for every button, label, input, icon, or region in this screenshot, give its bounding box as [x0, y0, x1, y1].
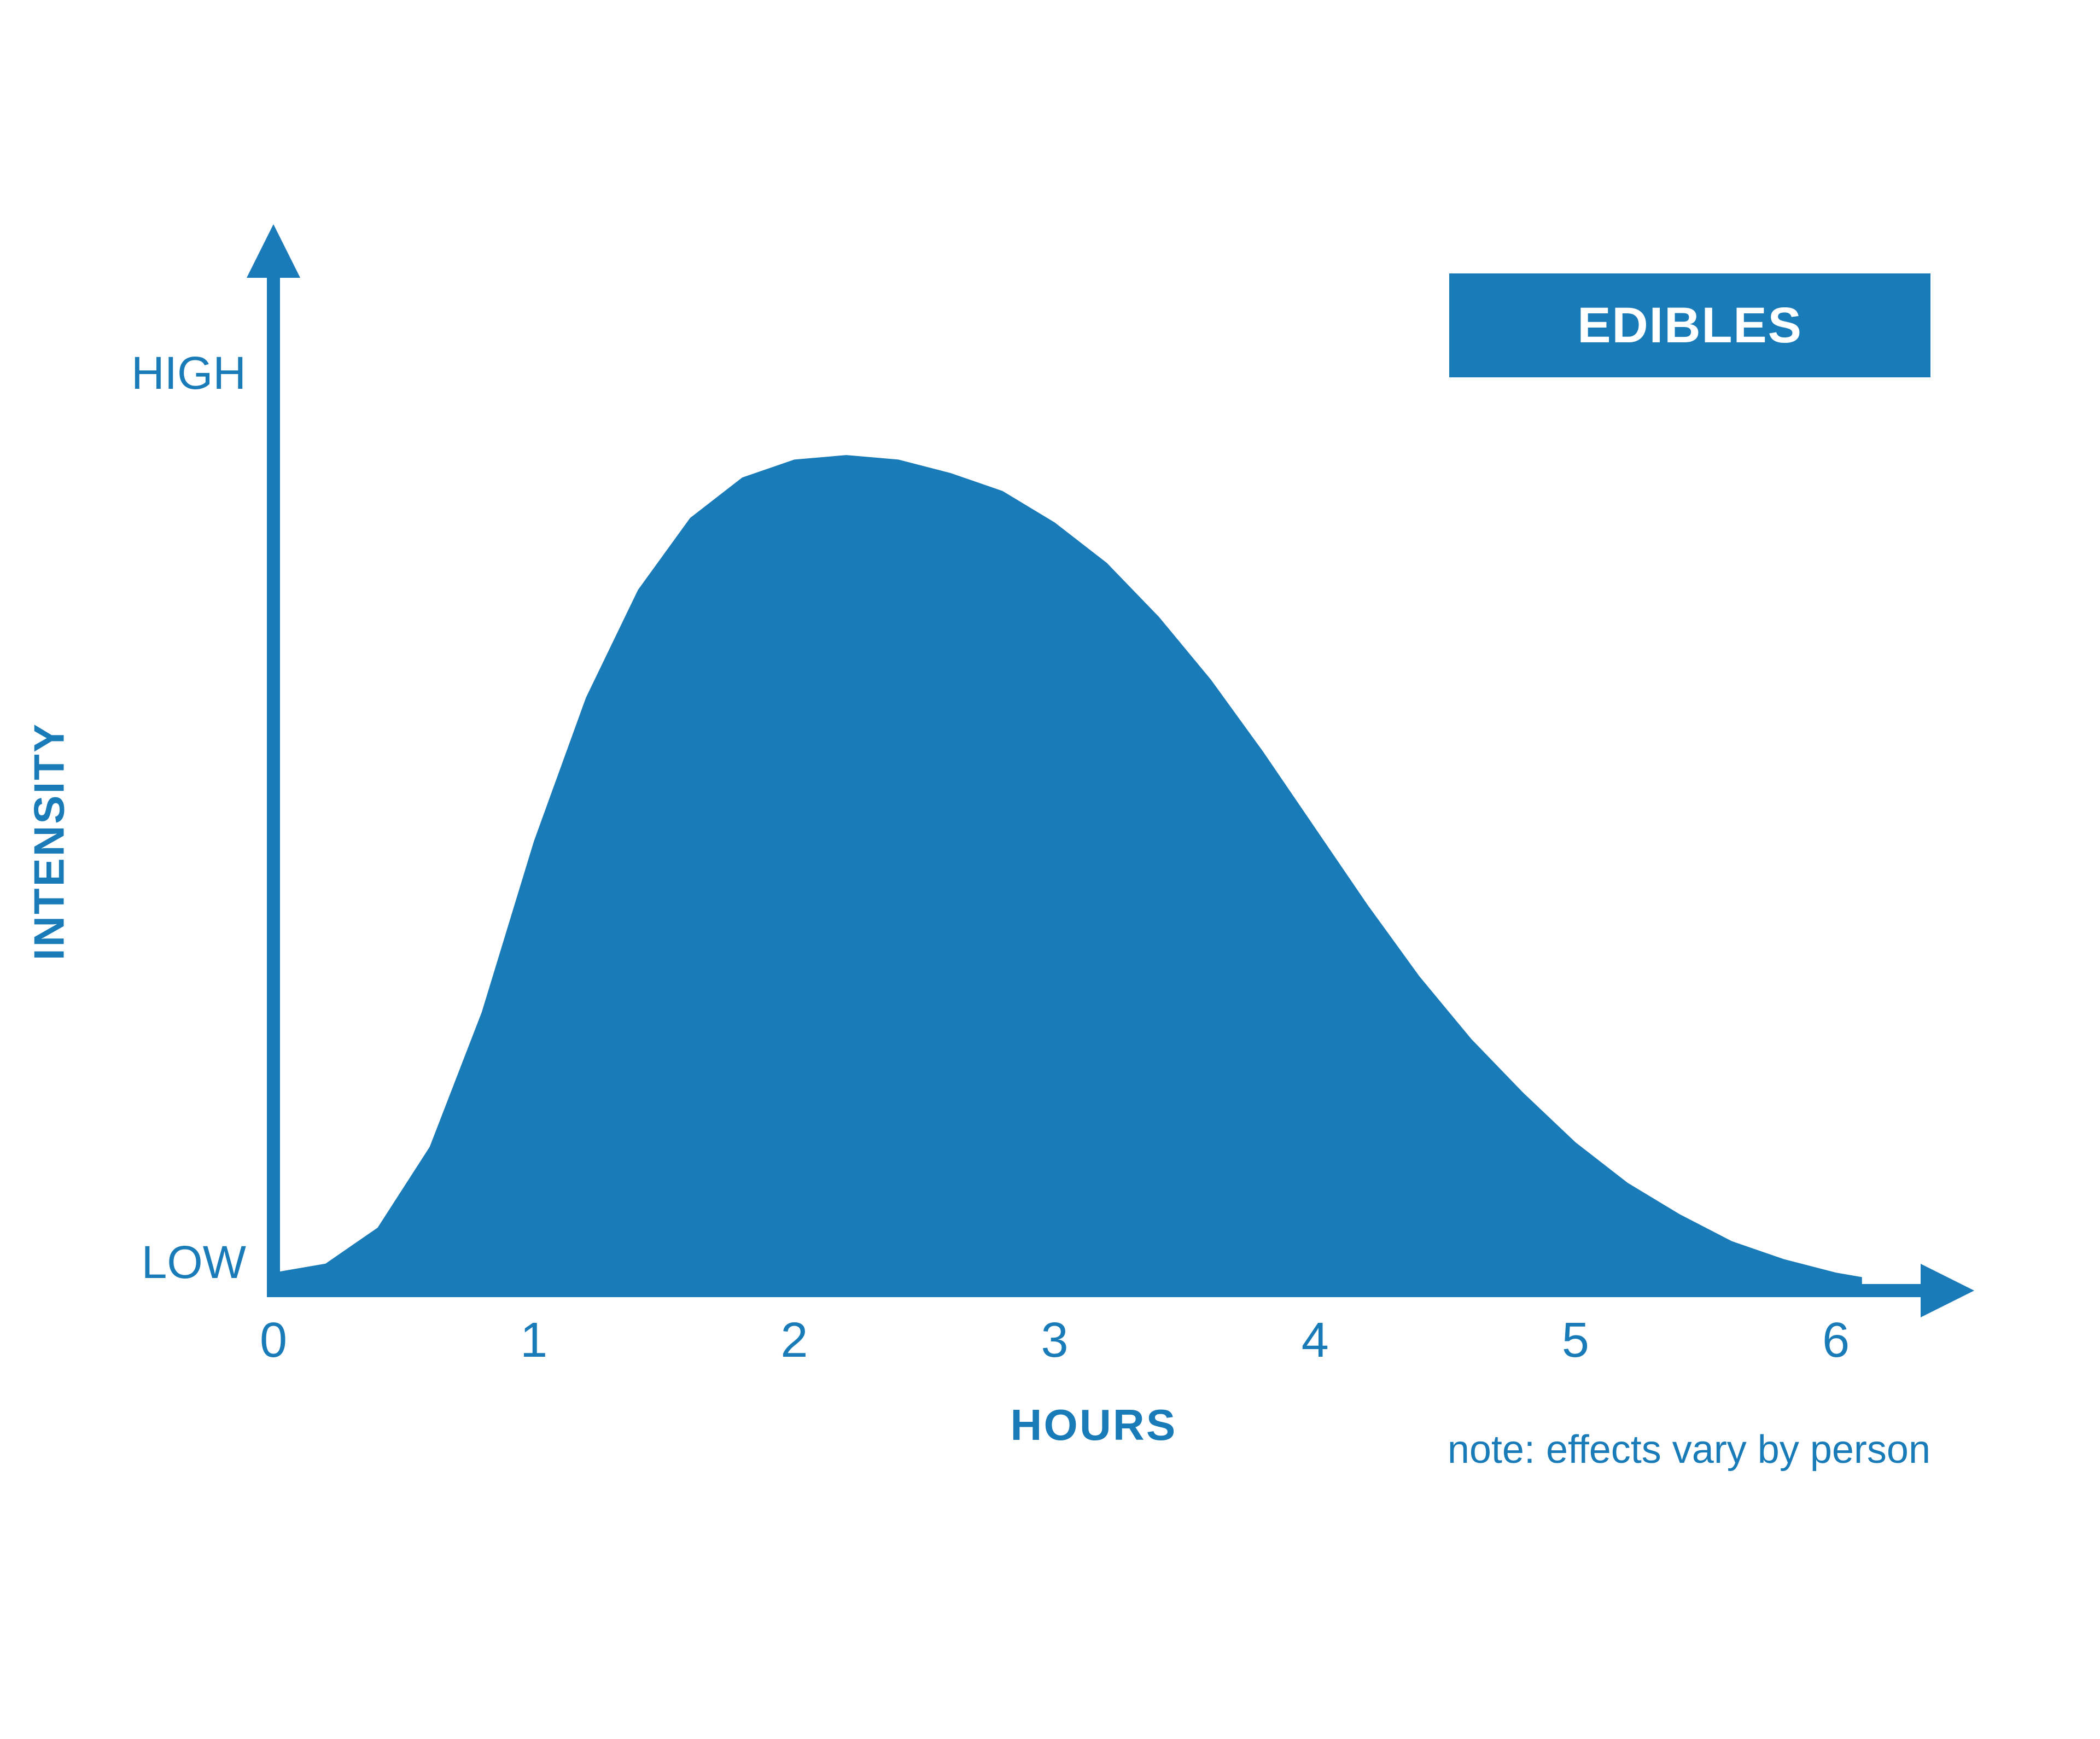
x-tick-label: 5 — [1532, 1312, 1619, 1369]
chart-stage: EDIBLES INTENSITY HOURS LOWHIGH 0123456 … — [0, 0, 2100, 1739]
y-tick-label: LOW — [27, 1236, 246, 1289]
x-tick-label: 1 — [490, 1312, 578, 1369]
x-tick-label: 0 — [230, 1312, 317, 1369]
legend-edibles: EDIBLES — [1449, 273, 1930, 377]
x-axis-arrow-icon — [1921, 1264, 1974, 1317]
x-tick-label: 2 — [750, 1312, 838, 1369]
intensity-chart-svg — [0, 0, 2100, 1739]
chart-note: note: effects vary by person — [1448, 1427, 1930, 1472]
y-axis-arrow-icon — [247, 224, 300, 278]
y-tick-label: HIGH — [27, 347, 246, 400]
legend-label: EDIBLES — [1577, 297, 1802, 353]
area-series — [273, 455, 1862, 1291]
y-axis-title: INTENSITY — [25, 596, 74, 1088]
x-tick-label: 6 — [1792, 1312, 1880, 1369]
x-tick-label: 4 — [1271, 1312, 1359, 1369]
x-axis-title: HOURS — [930, 1400, 1258, 1450]
x-tick-label: 3 — [1011, 1312, 1099, 1369]
